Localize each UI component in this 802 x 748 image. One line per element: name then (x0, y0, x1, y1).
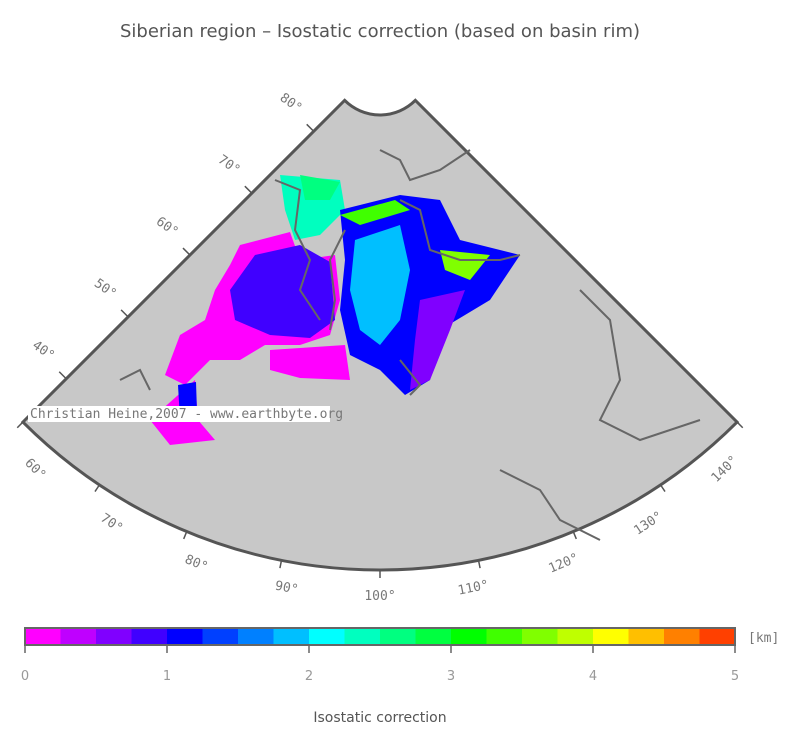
coastlines (119, 149, 701, 541)
colorbar-bin (344, 628, 380, 645)
colorbar-bin (25, 628, 61, 645)
colorbar-tick-label: 0 (21, 669, 29, 684)
colorbar-bin (131, 628, 167, 645)
lat-tick (120, 309, 129, 318)
field-patch (300, 175, 340, 200)
colorbar-bin (60, 628, 96, 645)
colorbar-bin (699, 628, 735, 645)
lat-label: 50° (91, 276, 119, 302)
colorbar-tick-label: 4 (589, 669, 597, 684)
field-patch (270, 345, 350, 380)
lat-label: 70° (215, 152, 243, 178)
lon-label: 110° (457, 578, 491, 599)
lon-label: 140° (709, 453, 742, 486)
watermark: Christian Heine,2007 - www.earthbyte.org (30, 407, 343, 422)
colorbar-bin (486, 628, 522, 645)
field-patch (230, 245, 335, 338)
colorbar-bin (273, 628, 309, 645)
field-patch (350, 225, 410, 345)
colorbar-tick-label: 1 (163, 669, 171, 684)
lon-label: 100° (364, 589, 395, 604)
colorbar-unit: [km] (748, 631, 779, 646)
lon-tick (94, 484, 101, 492)
lon-tick (279, 560, 283, 569)
lat-tick (244, 185, 253, 194)
colorbar-bin (202, 628, 238, 645)
watermark-box (28, 406, 330, 422)
colorbar-bin (167, 628, 203, 645)
lon-tick (16, 421, 24, 429)
lon-tick (659, 484, 666, 492)
colorbar-bin (415, 628, 451, 645)
lon-label: 60° (21, 456, 48, 483)
colorbar-frame (24, 627, 736, 646)
colorbar-bin (309, 628, 345, 645)
colorbar-bin (557, 628, 593, 645)
coastline (499, 469, 601, 541)
coastline (399, 359, 422, 396)
lon-tick (572, 531, 578, 540)
lon-label: 120° (546, 551, 581, 577)
lon-tick (477, 560, 481, 569)
colorbar-bin (664, 628, 700, 645)
lat-tick (306, 123, 315, 132)
coastline (379, 149, 471, 182)
coastline (274, 179, 321, 321)
lon-tick (182, 531, 188, 540)
colorbar-bin (238, 628, 274, 645)
colorbar-tick-label: 3 (447, 669, 455, 684)
field-patch (340, 200, 410, 225)
lat-label: 60° (153, 214, 181, 240)
coastline (399, 199, 521, 261)
colorbar-bin (451, 628, 487, 645)
coastline (119, 368, 151, 391)
lon-label: 80° (182, 552, 209, 575)
colorbar-bin (593, 628, 629, 645)
lon-label: 70° (97, 511, 125, 537)
coastline (579, 289, 701, 442)
lon-label: 130° (631, 509, 665, 539)
lat-tick (182, 247, 191, 256)
colorbar-bin (628, 628, 664, 645)
field-patch (410, 290, 465, 390)
colorbar-tick-label: 5 (731, 669, 739, 684)
colorbar-bin (96, 628, 132, 645)
lon-tick (736, 421, 744, 429)
coastline (328, 229, 346, 331)
colorbar-tick-label: 2 (305, 669, 313, 684)
colorbar-bin (380, 628, 416, 645)
lat-tick (58, 371, 67, 380)
colorbar-bin (522, 628, 558, 645)
lat-label: 80° (277, 91, 305, 117)
title: Siberian region – Isostatic correction (… (120, 21, 640, 42)
lon-label: 90° (274, 579, 300, 598)
lat-label: 40° (29, 338, 57, 364)
colorbar-label: Isostatic correction (313, 710, 446, 726)
